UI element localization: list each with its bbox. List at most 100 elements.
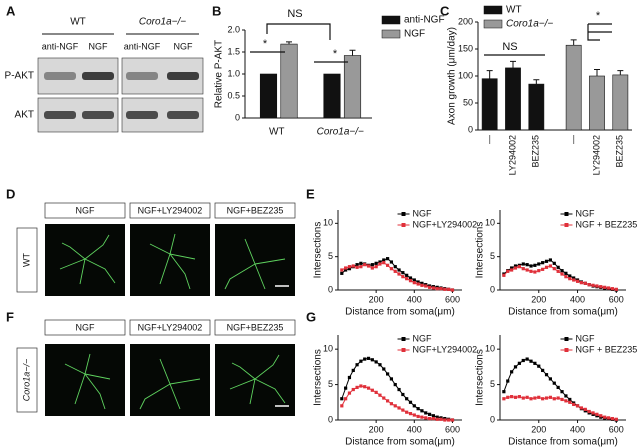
legend-label: NGF+LY294002 <box>413 219 478 229</box>
bracket <box>587 23 612 41</box>
point <box>591 411 595 415</box>
y-tick-label: 1.0 <box>227 68 240 78</box>
y-axis-label: Relative P-AKT <box>214 40 225 108</box>
point <box>614 287 618 291</box>
bar <box>505 67 521 131</box>
point <box>525 395 529 399</box>
y-tick-label: 0.5 <box>227 90 240 100</box>
point <box>548 395 552 399</box>
point <box>510 266 514 270</box>
error-bar <box>570 39 577 46</box>
point <box>564 399 568 403</box>
bar <box>259 73 278 119</box>
neuron <box>224 238 286 290</box>
band <box>82 72 114 80</box>
point <box>513 266 518 270</box>
point <box>431 416 435 421</box>
point <box>427 285 432 289</box>
y-tick-label: 10 <box>485 344 495 354</box>
micrograph <box>45 344 125 416</box>
point <box>556 396 560 400</box>
point <box>548 258 552 262</box>
y-axis-label: Intersections <box>475 349 486 406</box>
point <box>603 285 607 289</box>
point <box>439 287 443 291</box>
x-tick-label: BEZ235 <box>531 135 541 168</box>
point <box>568 397 572 402</box>
y-tick-label: 2.0 <box>227 24 240 34</box>
point <box>591 283 595 287</box>
x-axis-label: Distance from soma(μm) <box>345 307 455 318</box>
bar <box>528 83 545 131</box>
point <box>583 407 587 411</box>
point <box>529 264 533 268</box>
point <box>366 356 371 360</box>
legend-swatch <box>483 19 503 29</box>
column-label: NGF+LY294002 <box>138 205 203 215</box>
point <box>544 265 549 269</box>
x-tick-label: 600 <box>609 294 624 304</box>
x-tick-label: 600 <box>445 424 460 434</box>
point <box>552 397 556 401</box>
blot-group: Coro1a−/− <box>139 17 186 28</box>
point <box>359 384 363 388</box>
point <box>447 418 451 422</box>
annotation: NS <box>502 41 517 53</box>
y-axis-label: Intersections <box>313 349 324 406</box>
band <box>44 72 76 80</box>
point <box>529 397 533 401</box>
legend-marker <box>401 223 406 227</box>
point <box>541 261 545 265</box>
point <box>506 395 510 399</box>
point <box>386 372 390 376</box>
x-axis-label: Distance from soma(μm) <box>508 307 618 318</box>
x-tick-label: BEZ235 <box>615 135 625 168</box>
y-tick-label: 1.5 <box>227 46 240 56</box>
point <box>556 269 560 273</box>
point <box>412 413 416 417</box>
bar <box>565 44 582 131</box>
legend-marker <box>564 348 569 352</box>
point <box>378 262 382 266</box>
point <box>552 267 556 271</box>
panel-label: F <box>6 309 14 324</box>
point <box>420 281 424 285</box>
point <box>408 279 413 283</box>
point <box>374 261 378 265</box>
point <box>502 273 506 277</box>
point <box>614 417 618 421</box>
point <box>363 357 367 361</box>
x-tick-label: LY294002 <box>507 135 517 175</box>
point <box>544 259 549 263</box>
x-tick-label: 200 <box>531 424 546 434</box>
point <box>537 269 541 273</box>
point <box>397 272 401 276</box>
column-label: NGF+BEZ235 <box>227 322 284 332</box>
y-tick-label: 5 <box>490 251 495 261</box>
neuron <box>229 354 286 405</box>
point <box>408 400 413 404</box>
band <box>126 72 158 80</box>
point <box>548 377 552 381</box>
point <box>517 265 521 269</box>
micrograph <box>130 224 210 296</box>
point <box>560 397 564 402</box>
point <box>401 408 405 412</box>
point <box>427 412 432 416</box>
point <box>412 281 416 285</box>
legend-marker <box>401 212 406 216</box>
point <box>382 261 386 265</box>
y-axis-label: Intersections <box>313 222 324 279</box>
bar <box>481 78 498 131</box>
point <box>541 267 545 271</box>
x-tick-label: 600 <box>609 424 624 434</box>
point <box>431 286 435 290</box>
point <box>610 416 615 421</box>
point <box>386 399 390 403</box>
point <box>351 387 355 392</box>
error-bar <box>286 41 293 45</box>
point <box>564 271 568 275</box>
point <box>397 387 401 392</box>
legend-swatch <box>483 5 503 15</box>
point <box>389 267 394 271</box>
